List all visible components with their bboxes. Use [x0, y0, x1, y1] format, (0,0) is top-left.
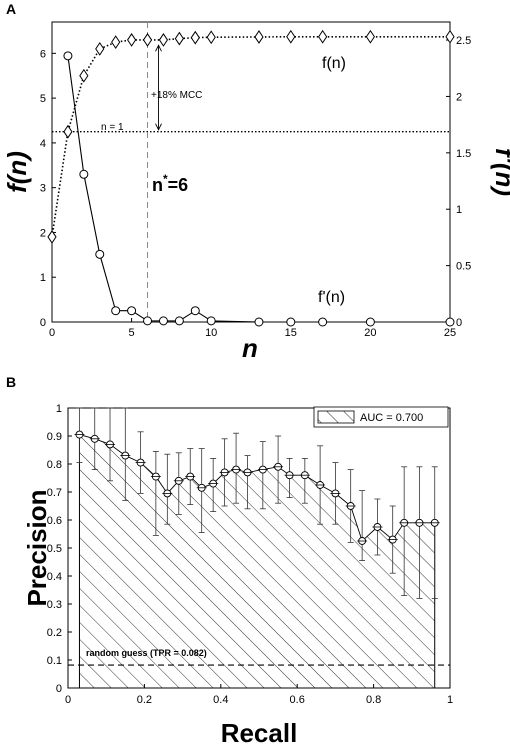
y-tick-label: 0.2 [47, 627, 62, 639]
x-tick-label: 0.2 [137, 694, 152, 706]
f-series-point [445, 29, 455, 44]
y-tick-label-right: 1.5 [456, 148, 471, 160]
chart-b: 0 0.2 0.4 0.6 0.8 1 0 0.1 0.2 0.3 0.4 0.5 0.6 0.7 0.8… [22, 403, 453, 748]
fprime-series-point [158, 316, 168, 326]
f-series-point [158, 33, 169, 47]
panel-letter-b: B [6, 374, 16, 390]
nstar-annotation: n*=6 [152, 172, 188, 195]
x-tick-label: 5 [129, 327, 135, 339]
reference-line-label: n = 1 [101, 122, 124, 133]
y-axis-label-a: f(n) [2, 151, 32, 193]
y-tick-label-right: 1 [456, 204, 462, 216]
y-tick-label: 0.3 [47, 599, 62, 611]
y-tick-label: 0.5 [47, 543, 62, 555]
legend-swatch [317, 410, 355, 424]
f-series-point [254, 30, 264, 44]
auc-hatched-region [79, 434, 435, 688]
mcc-arrow-head-bottom [155, 123, 162, 131]
x-tick-label: 20 [364, 327, 376, 339]
fprime-series-point [318, 317, 328, 327]
f-series-point [79, 68, 89, 83]
y-ticks-right-a: 0 0.5 1 1.5 2 2.5 [446, 35, 471, 329]
fprime-series-point [254, 317, 264, 327]
legend-label: AUC = 0.700 [360, 412, 423, 424]
x-ticks-b: 0 0.2 0.4 0.6 0.8 1 [65, 684, 453, 706]
y-tick-label: 0.9 [47, 431, 62, 443]
fprime-series-point [79, 169, 89, 179]
f-series-point [174, 31, 184, 46]
f-series-point [47, 230, 57, 244]
fprime-series-label: f'(n) [318, 289, 345, 306]
series-a [47, 29, 455, 327]
y-tick-label: 1 [56, 403, 62, 415]
reference-line-a [52, 22, 450, 322]
x-tick-label: 15 [285, 327, 297, 339]
x-tick-label: 1 [447, 694, 453, 706]
x-tick-label: 0 [49, 327, 55, 339]
y-tick-label: 2 [40, 227, 46, 239]
y-tick-label: 0.8 [47, 459, 62, 471]
y-tick-label-right: 0 [456, 317, 462, 329]
y-ticks-a: 0 1 2 3 4 5 6 [40, 48, 56, 329]
chart-a: 0 5 10 15 20 25 0 1 2 3 4 5 6 0 0.5 1 1.5 2 2.5 n f(n) f… [2, 21, 510, 363]
x-tick-label: 0 [65, 694, 71, 706]
y-tick-label: 4 [40, 138, 46, 150]
f-series-point [365, 29, 376, 44]
panel-letter-a: A [6, 1, 16, 17]
fprime-series-point [127, 306, 137, 316]
x-tick-label: 0.6 [290, 694, 305, 706]
mcc-annotation: +18% MCC [151, 90, 202, 101]
plot-frame-a [51, 21, 451, 323]
y-tick-label-right: 0.5 [456, 261, 471, 273]
f-series-point [286, 29, 296, 44]
f-series-label: f(n) [322, 55, 346, 72]
fprime-series-point [174, 316, 184, 326]
x-tick-label: 0.4 [213, 694, 228, 706]
f-series-point [318, 29, 328, 44]
y-tick-label-right: 2.5 [456, 35, 471, 47]
y-tick-label: 0.7 [47, 487, 62, 499]
mcc-arrow-head-top [155, 44, 162, 52]
y-axis-label-b: Precision [22, 489, 52, 606]
fprime-series-line [67, 55, 450, 323]
f-series-point [63, 124, 73, 139]
y-tick-label: 0 [40, 317, 46, 329]
f-series-point [142, 33, 153, 47]
fprime-series-point [143, 316, 153, 326]
y-tick-label: 3 [40, 183, 46, 195]
f-series-line [51, 35, 450, 238]
y-tick-label: 0.4 [47, 571, 62, 583]
f-series-point [206, 30, 216, 45]
y-axis-label-right-a: f'(n) [490, 148, 510, 196]
fprime-series-point [206, 316, 216, 326]
y-tick-label: 0.6 [47, 515, 62, 527]
fprime-series-point [63, 51, 73, 61]
f-series-point [95, 41, 105, 56]
f-series-point [126, 33, 137, 47]
y-tick-label: 6 [40, 48, 46, 60]
fprime-series-point [365, 317, 375, 327]
f-series-point [190, 30, 200, 45]
fprime-series-point [190, 306, 200, 316]
x-tick-label: 10 [205, 327, 217, 339]
x-tick-label: 25 [444, 327, 456, 339]
f-series-point [111, 35, 121, 50]
legend-b: AUC = 0.700 [313, 406, 449, 428]
x-axis-label-b: Recall [221, 718, 298, 748]
random-guess-label: random guess (TPR = 0.082) [86, 648, 207, 658]
fprime-series-point [286, 317, 296, 327]
series-b [74, 407, 440, 599]
fprime-series-point [111, 306, 121, 316]
fprime-series-point [95, 249, 105, 259]
x-axis-label-a: n [242, 333, 258, 363]
y-ticks-b: 0 0.1 0.2 0.3 0.4 0.5 0.6 0.7 0.8 0.9 1 [47, 403, 72, 695]
y-tick-label: 0.1 [47, 655, 62, 667]
x-tick-label: 0.8 [366, 694, 381, 706]
y-tick-label: 5 [40, 93, 46, 105]
y-tick-label-right: 2 [456, 91, 462, 103]
y-tick-label: 1 [40, 272, 46, 284]
fprime-series-point [445, 317, 455, 327]
y-tick-label: 0 [56, 683, 62, 695]
